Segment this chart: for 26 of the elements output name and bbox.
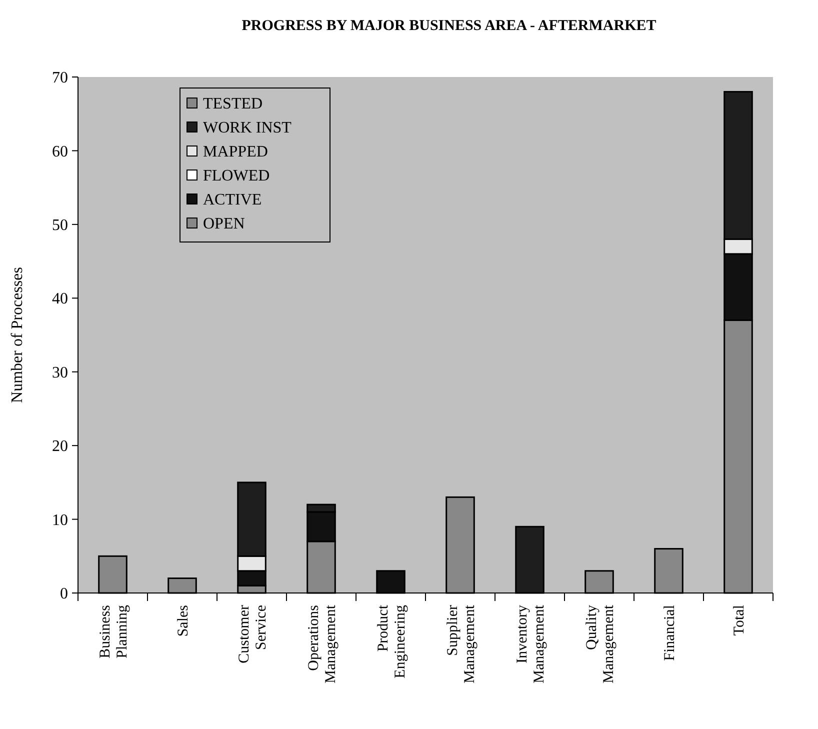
x-tick-label: Financial bbox=[662, 605, 678, 661]
y-axis-title: Number of Processes bbox=[9, 267, 26, 403]
legend-label: OPEN bbox=[203, 216, 246, 233]
y-tick-label: 60 bbox=[52, 143, 68, 160]
chart-title: PROGRESS BY MAJOR BUSINESS AREA - AFTERMARKET bbox=[242, 18, 656, 34]
y-tick-label: 10 bbox=[52, 512, 68, 529]
legend-label: TESTED bbox=[203, 96, 263, 113]
y-tick-label: 40 bbox=[52, 290, 68, 308]
legend-label: ACTIVE bbox=[203, 192, 262, 209]
y-tick-label: 0 bbox=[60, 586, 68, 603]
x-tick-label: Supplier Management bbox=[445, 604, 478, 684]
legend-label: MAPPED bbox=[203, 144, 268, 161]
x-tick-label: Quality Management bbox=[584, 604, 617, 684]
y-tick-label: 20 bbox=[52, 438, 68, 456]
y-tick-label: 70 bbox=[52, 70, 68, 87]
x-tick-label: Business Planning bbox=[98, 604, 130, 658]
x-tick-label: Total bbox=[732, 605, 748, 636]
x-tick-label: Product Engineering bbox=[376, 604, 408, 678]
legend-label: WORK INST bbox=[203, 120, 292, 137]
x-tick-label: Operations Management bbox=[306, 604, 339, 684]
x-tick-label: Customer Service bbox=[236, 604, 270, 664]
x-tick-label: Sales bbox=[176, 604, 192, 637]
y-tick-label: 50 bbox=[52, 217, 68, 234]
legend-label: FLOWED bbox=[203, 168, 270, 185]
y-tick-label: 30 bbox=[52, 364, 68, 382]
x-tick-label: Inventory Management bbox=[514, 604, 548, 684]
